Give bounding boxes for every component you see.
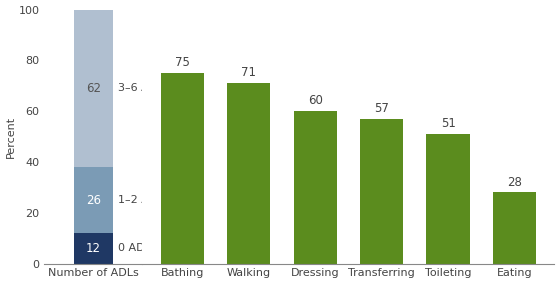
Text: 26: 26	[86, 194, 101, 206]
Text: 28: 28	[507, 176, 522, 189]
Bar	[493, 193, 536, 264]
Bar	[74, 10, 113, 167]
Text: 57: 57	[374, 102, 389, 115]
Bar	[427, 134, 470, 264]
Bar	[360, 119, 403, 264]
Text: 51: 51	[441, 117, 455, 130]
Bar	[293, 111, 337, 264]
Bar	[74, 233, 113, 264]
Y-axis label: Percent: Percent	[6, 116, 16, 158]
Bar	[227, 83, 270, 264]
Text: 12: 12	[86, 242, 101, 255]
Bar	[74, 167, 113, 233]
Text: 71: 71	[241, 66, 256, 80]
Text: 0 ADLs: 0 ADLs	[118, 243, 157, 253]
Text: 60: 60	[307, 94, 323, 107]
Bar	[161, 73, 204, 264]
Text: 3–6 ADLs: 3–6 ADLs	[118, 83, 169, 93]
Text: 1–2 ADLs: 1–2 ADLs	[118, 195, 170, 205]
Text: 75: 75	[175, 56, 190, 69]
Text: 62: 62	[86, 82, 101, 95]
